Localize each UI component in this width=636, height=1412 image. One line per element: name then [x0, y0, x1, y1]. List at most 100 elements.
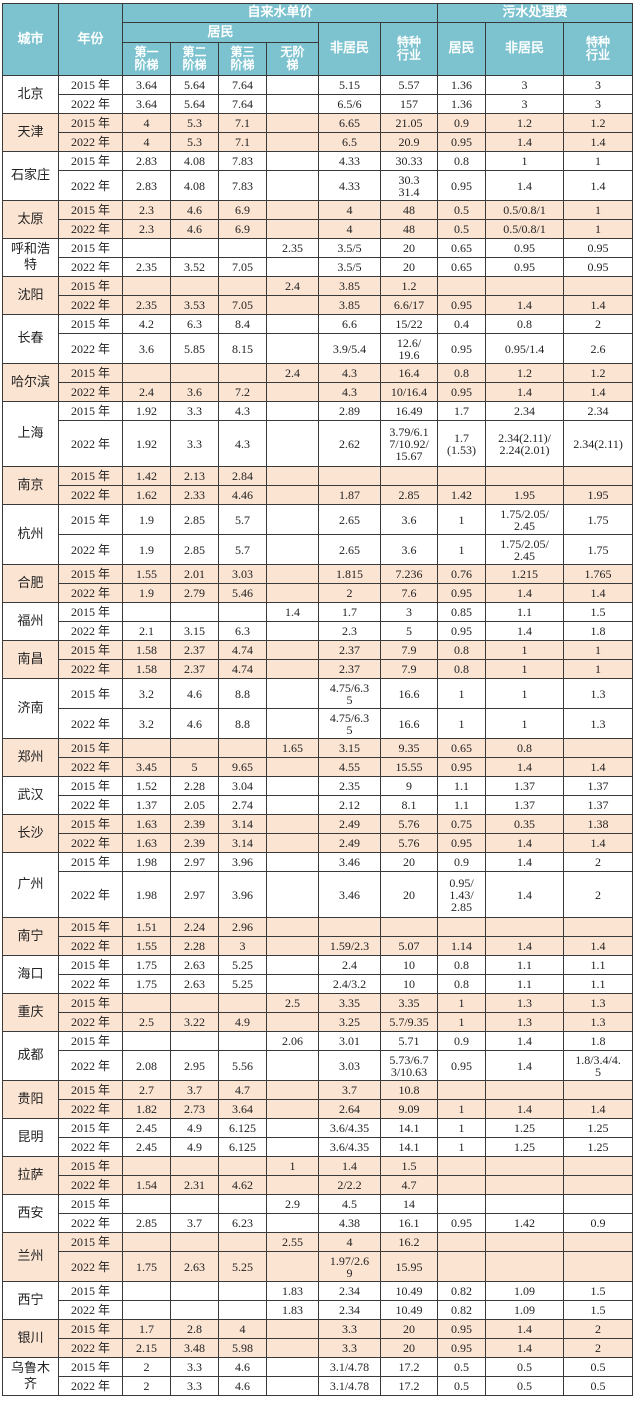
table-row: 成都 2015 年 2.06 3.01 5.71 0.9 1.4 1.8 [2, 1031, 634, 1081]
special-industry-cell: 9.09 [379, 1099, 439, 1119]
non-residential-cell: 3.1/4.78 [318, 1376, 381, 1396]
table-row: 2022 年 1.62 2.33 4.46 1.87 2.85 1.42 1.95 1.95 [3, 485, 634, 505]
year-cell: 2022 年 [58, 974, 123, 994]
tier-1-cell [122, 276, 171, 296]
tier-3-cell: 2.84 [218, 466, 267, 486]
tier-1-cell: 2.45 [122, 1118, 171, 1138]
sewage-residential-cell: 0.8 [437, 955, 487, 975]
no-tier-cell [266, 583, 319, 603]
sewage-residential-cell: 1 [437, 1012, 487, 1032]
city-name-cell: 成都 [2, 1031, 59, 1081]
tier-3-cell [218, 276, 267, 296]
tier-3-cell: 4.6 [218, 1376, 267, 1396]
tier-2-cell: 3.7 [170, 1213, 219, 1233]
non-residential-cell: 4.33 [318, 170, 381, 201]
sewage-residential-cell [437, 1251, 487, 1282]
sewage-non-residential-cell: 1.3 [485, 1012, 565, 1032]
table-row: 福州 2015 年 1.4 1.7 3 0.85 1.1 1.5 [2, 602, 634, 641]
sewage-special-industry-cell: 1.4 [563, 1099, 634, 1119]
sewage-special-industry-cell: 1 [563, 640, 634, 660]
sewage-residential-cell: 0.75 [437, 814, 487, 834]
sewage-special-industry-cell: 1.5 [563, 1300, 634, 1320]
sewage-residential-cell: 0.4 [437, 314, 487, 334]
table-header: 城市 年份 自来水单价 污水处理费 居民 非居民 特种 行业 居民 非居民 特种… [2, 3, 634, 76]
no-tier-cell [266, 1118, 319, 1138]
tier-1-cell: 1.7 [122, 1319, 171, 1339]
tier-3-cell: 7.2 [218, 382, 267, 402]
water-price-table: 城市 年份 自来水单价 污水处理费 居民 非居民 特种 行业 居民 非居民 特种… [2, 3, 634, 1396]
city-name-cell: 济南 [2, 678, 59, 739]
tier-2-cell: 5.3 [170, 113, 219, 133]
table-row: 2022 年 1.75 2.63 5.25 2.4/3.2 10 0.8 1.1 1.1 [3, 974, 634, 994]
sewage-non-residential-cell: 1.4 [485, 1319, 565, 1339]
sewage-residential-cell: 0.76 [437, 564, 487, 584]
sewage-residential-cell: 0.8 [437, 974, 487, 994]
table-row: 2022 年 1.92 3.3 4.3 2.62 3.79/6.1 7/10.92/ 15… [3, 420, 634, 467]
sewage-non-residential-cell: 1.4 [485, 833, 565, 853]
header-non-residential: 非居民 [318, 22, 381, 76]
sewage-residential-cell: 0.95 [437, 333, 487, 364]
tier-2-cell: 3.22 [170, 1012, 219, 1032]
year-cell: 2022 年 [58, 1338, 123, 1358]
city-name-cell: 南昌 [2, 640, 59, 679]
tier-1-cell: 4 [122, 132, 171, 152]
sewage-special-industry-cell: 3 [563, 75, 634, 95]
sewage-residential-cell: 0.9 [437, 1031, 487, 1051]
special-industry-cell: 3.6 [379, 504, 439, 535]
sewage-residential-cell: 1 [437, 993, 487, 1013]
year-cell: 2022 年 [58, 1099, 123, 1119]
sewage-non-residential-cell: 1.25 [485, 1137, 565, 1157]
tier-3-cell [218, 1281, 267, 1301]
year-cell: 2015 年 [58, 151, 123, 171]
tier-2-cell [170, 738, 219, 758]
tier-1-cell: 2.83 [122, 151, 171, 171]
sewage-special-industry-cell [563, 276, 634, 296]
sewage-residential-cell: 0.5 [437, 200, 487, 220]
non-residential-cell: 1.7 [318, 602, 381, 622]
tier-3-cell: 9.65 [218, 757, 267, 777]
no-tier-cell [266, 94, 319, 114]
tier-1-cell [122, 1194, 171, 1214]
city-name-cell: 银川 [2, 1319, 59, 1358]
tier-3-cell: 7.83 [218, 170, 267, 201]
tier-2-cell: 2.85 [170, 504, 219, 535]
no-tier-cell [266, 708, 319, 739]
city-name-cell: 合肥 [2, 564, 59, 603]
sewage-non-residential-cell: 1.95 [485, 485, 565, 505]
year-cell: 2015 年 [58, 75, 123, 95]
table-row: 2022 年 2.83 4.08 7.83 4.33 30.3 31.4 0.95 1.4 1.… [3, 170, 634, 201]
sewage-special-industry-cell: 1.1 [563, 955, 634, 975]
non-residential-cell: 2.49 [318, 814, 381, 834]
tier-3-cell: 5.46 [218, 583, 267, 603]
year-cell: 2015 年 [58, 1031, 123, 1051]
sewage-residential-cell: 1 [437, 678, 487, 709]
tier-3-cell [218, 1300, 267, 1320]
no-tier-cell [266, 757, 319, 777]
tier-2-cell: 4.6 [170, 678, 219, 709]
sewage-non-residential-cell: 0.95 [485, 257, 565, 277]
table-row: 2022 年 4 5.3 7.1 6.5 20.9 0.95 1.4 1.4 [3, 132, 634, 152]
sewage-special-industry-cell: 1.1 [563, 974, 634, 994]
no-tier-cell [266, 219, 319, 239]
tier-3-cell: 6.23 [218, 1213, 267, 1233]
tier-1-cell: 1.63 [122, 833, 171, 853]
non-residential-cell: 3.6/4.35 [318, 1137, 381, 1157]
tier-2-cell: 2.39 [170, 833, 219, 853]
table-row: 郑州 2015 年 1.65 3.15 9.35 0.65 0.8 [2, 738, 634, 777]
sewage-special-industry-cell: 2 [563, 871, 634, 918]
city-name-cell: 南京 [2, 466, 59, 505]
table-row: 贵阳 2015 年 2.7 3.7 4.7 3.7 10.8 [2, 1080, 634, 1119]
table-row: 2022 年 2.45 4.9 6.125 3.6/4.35 14.1 1 1.25 1.25 [3, 1137, 634, 1157]
no-tier-cell [266, 1099, 319, 1119]
year-cell: 2015 年 [58, 602, 123, 622]
year-cell: 2015 年 [58, 678, 123, 709]
no-tier-cell [266, 333, 319, 364]
tier-3-cell: 4.9 [218, 1012, 267, 1032]
sewage-special-industry-cell: 1.4 [563, 295, 634, 315]
tier-2-cell [170, 1156, 219, 1176]
year-cell: 2022 年 [58, 94, 123, 114]
sewage-residential-cell: 0.95 [437, 295, 487, 315]
sewage-non-residential-cell: 1.4 [485, 583, 565, 603]
table-row: 昆明 2015 年 2.45 4.9 6.125 3.6/4.35 14.1 1 1.25 1.2… [2, 1118, 634, 1157]
non-residential-cell: 3.46 [318, 852, 381, 872]
